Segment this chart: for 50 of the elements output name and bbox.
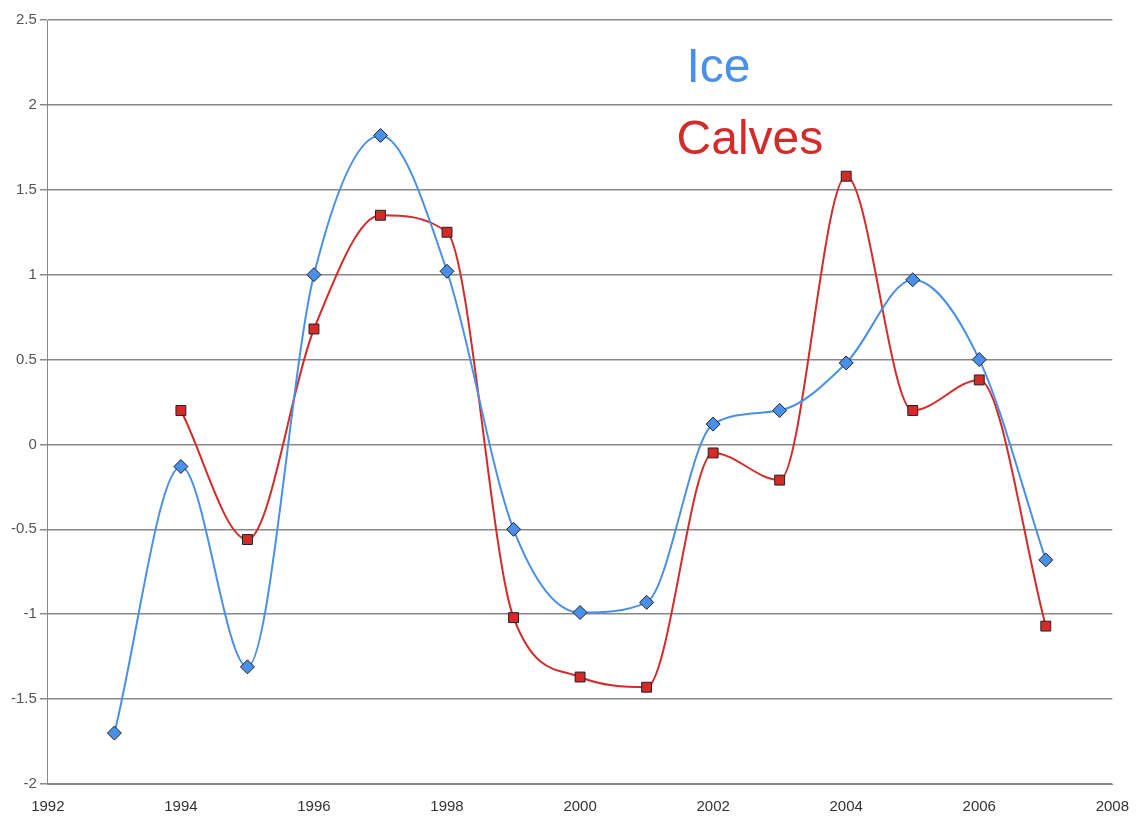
point [1038,552,1054,568]
x-tick-label: 2006 [962,797,996,815]
point [905,272,921,288]
point [707,447,719,459]
point [641,681,653,693]
point [840,170,852,182]
x-tick-label: 2004 [829,797,863,815]
x-tick-label: 1998 [430,797,464,815]
point [306,267,322,283]
point [375,209,386,221]
point [173,459,189,475]
text: Ice [686,39,751,93]
point [907,405,919,416]
y-tick-label: -1.5 [10,689,37,707]
point [774,474,786,486]
point [441,226,453,238]
point [372,127,388,143]
point [838,355,854,371]
point [175,405,187,416]
x-tick-label: 2000 [563,797,597,815]
point [239,659,255,675]
y-tick-label: -0.5 [10,519,37,537]
point [639,594,655,610]
point [308,323,320,335]
y-tick-label: 1.5 [15,179,37,197]
point [705,416,721,432]
point [1040,620,1052,632]
point [574,671,586,683]
x-tick-label: 1994 [164,797,198,815]
y-tick-label: -2 [23,774,37,792]
point [572,605,588,621]
point [106,725,122,741]
y-tick-label: 2 [28,95,37,113]
x-tick-label: 2002 [696,797,730,815]
y-tick-label: 1 [28,264,37,282]
x-tick-label: 2008 [1095,797,1129,815]
x-tick-label: 1996 [297,797,331,815]
y-tick-label: -1 [23,604,37,622]
y-tick-label: 0.5 [15,349,37,367]
point [506,521,522,537]
x-tick-label: 1992 [31,797,65,815]
point [241,534,253,545]
point [508,612,519,624]
point [973,374,985,386]
y-tick-label: 2.5 [15,10,37,28]
point [439,263,455,279]
y-tick-label: 0 [28,434,37,452]
series-label: Calves [676,111,824,165]
point [971,352,987,368]
point [772,402,788,418]
